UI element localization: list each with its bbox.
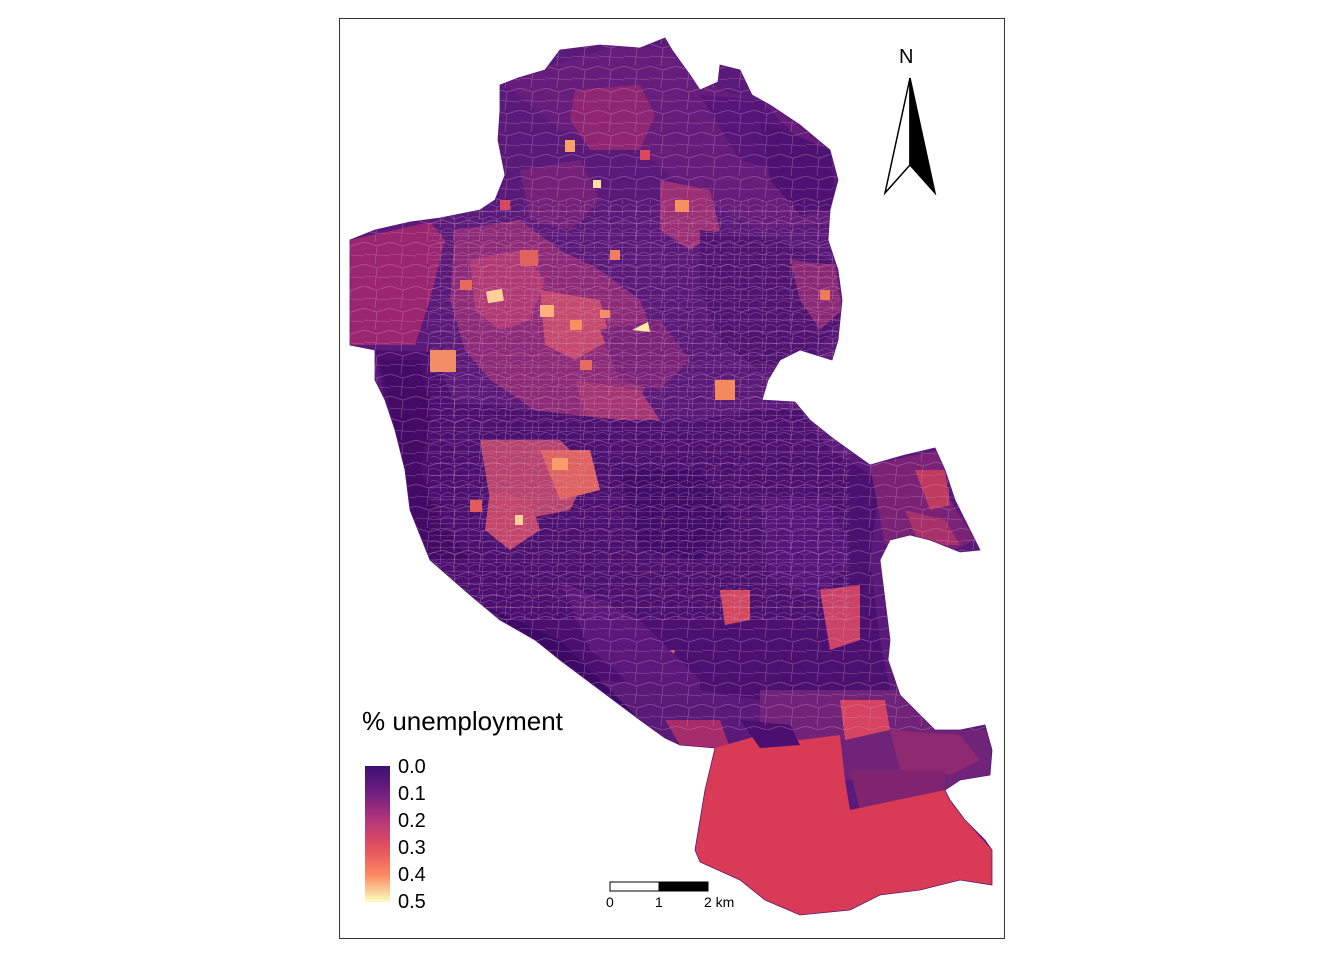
legend-label-0: 0.0: [398, 756, 426, 778]
scale-label-1: 1: [655, 894, 663, 910]
north-arrow-icon: [883, 77, 937, 196]
legend-label-4: 0.4: [398, 864, 426, 886]
north-arrow-label: N: [899, 46, 914, 68]
legend-label-2: 0.2: [398, 810, 426, 832]
legend-label-3: 0.3: [398, 837, 426, 859]
legend-title: % unemployment: [362, 706, 563, 736]
scale-label-0: 0: [606, 894, 614, 910]
legend-label-1: 0.1: [398, 783, 426, 805]
city-outline: [349, 37, 993, 916]
legend-color-bar: [365, 766, 390, 902]
legend-label-5: 0.5: [398, 891, 426, 913]
scale-bar: [609, 881, 709, 892]
scale-label-2: 2 km: [704, 894, 735, 910]
